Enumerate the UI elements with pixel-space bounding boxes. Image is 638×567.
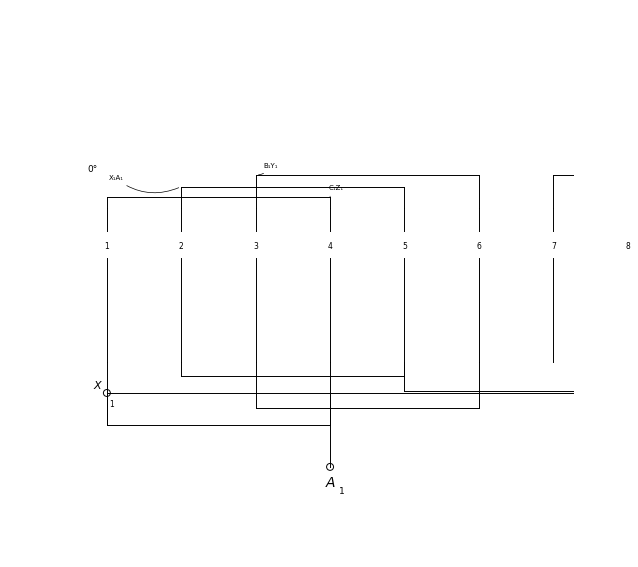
- Text: X: X: [94, 380, 101, 391]
- Text: C₁Z₁: C₁Z₁: [329, 185, 344, 197]
- Text: X₁A₁: X₁A₁: [108, 175, 179, 193]
- Text: 1: 1: [109, 400, 114, 409]
- Text: 1: 1: [339, 487, 345, 496]
- Text: 6: 6: [477, 242, 481, 251]
- Text: 5: 5: [402, 242, 407, 251]
- Text: B₁Y₁: B₁Y₁: [258, 163, 278, 175]
- Text: 8: 8: [625, 242, 630, 251]
- Text: 3: 3: [253, 242, 258, 251]
- Text: 1: 1: [105, 242, 109, 251]
- Text: 7: 7: [551, 242, 556, 251]
- Text: 0°: 0°: [87, 164, 98, 174]
- Text: A: A: [325, 476, 335, 490]
- Text: 2: 2: [179, 242, 184, 251]
- Text: 4: 4: [328, 242, 332, 251]
